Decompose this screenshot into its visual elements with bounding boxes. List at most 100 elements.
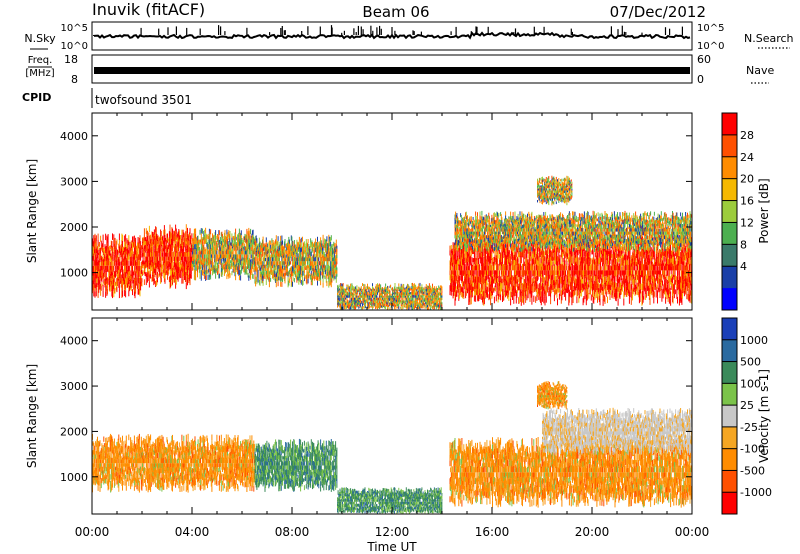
data-cell (225, 250, 227, 255)
data-cell (266, 254, 268, 259)
data-cell (312, 257, 314, 262)
data-cell (369, 305, 371, 308)
data-cell (92, 280, 94, 286)
data-cell (318, 253, 320, 258)
data-cell (342, 292, 343, 295)
data-cell (421, 305, 423, 309)
data-cell (281, 245, 283, 251)
data-cell (388, 297, 390, 300)
data-cell (423, 304, 425, 307)
data-cell (383, 295, 385, 298)
data-cell (330, 276, 332, 282)
data-cell (373, 292, 375, 294)
data-cell (178, 251, 180, 257)
data-cell (130, 275, 132, 281)
data-cell (222, 265, 224, 269)
data-cell (280, 261, 282, 267)
data-cell (98, 271, 100, 277)
data-cell (260, 245, 262, 249)
data-cell (338, 286, 340, 289)
data-cell (388, 305, 390, 307)
data-cell (137, 270, 138, 275)
data-cell (196, 257, 198, 262)
data-cell (340, 303, 342, 307)
data-cell (161, 272, 163, 277)
data-cell (110, 261, 112, 266)
data-cell (98, 244, 100, 250)
data-cell (347, 302, 349, 306)
data-cell (373, 289, 375, 291)
data-cell (152, 271, 153, 277)
data-cell (308, 257, 310, 262)
data-cell (308, 247, 310, 251)
data-cell (218, 254, 220, 260)
data-cell (310, 280, 312, 286)
data-cell (96, 261, 98, 266)
data-cell (441, 286, 443, 289)
data-cell (275, 261, 277, 267)
data-cell (285, 258, 287, 262)
data-cell (263, 255, 265, 259)
data-cell (168, 249, 170, 254)
data-cell (158, 237, 160, 242)
data-cell (410, 292, 412, 294)
data-cell (155, 262, 157, 269)
data-cell (107, 242, 108, 249)
data-cell (173, 234, 175, 239)
data-cell (261, 278, 263, 284)
data-cell (395, 296, 397, 298)
data-cell (199, 239, 201, 245)
data-cell (426, 295, 428, 298)
data-cell (332, 254, 333, 258)
data-cell (379, 293, 381, 296)
data-cell (205, 254, 207, 260)
data-cell (268, 245, 270, 251)
data-cell (406, 297, 408, 301)
data-cell (168, 242, 170, 246)
data-cell (325, 252, 327, 257)
data-cell (177, 242, 178, 248)
data-cell (355, 299, 357, 302)
data-cell (116, 255, 118, 261)
data-cell (193, 259, 195, 265)
data-cell (108, 260, 110, 266)
data-cell (210, 244, 212, 248)
data-cell (235, 263, 237, 267)
data-cell (403, 293, 405, 296)
data-cell (410, 293, 412, 296)
data-cell (313, 241, 315, 246)
data-cell (147, 261, 148, 267)
data-cell (346, 297, 348, 301)
data-cell (330, 275, 332, 281)
data-cell (217, 264, 219, 269)
data-cell (152, 276, 153, 282)
data-cell (395, 292, 397, 295)
data-cell (188, 240, 190, 246)
data-cell (154, 273, 156, 278)
data-cell (302, 275, 303, 281)
data-cell (160, 236, 162, 242)
data-cell (318, 273, 320, 278)
data-cell (401, 300, 403, 303)
data-cell (190, 252, 192, 257)
data-cell (202, 250, 204, 255)
data-cell (283, 241, 285, 246)
data-cell (368, 297, 370, 300)
data-cell (364, 295, 366, 298)
data-cell (242, 266, 243, 270)
data-cell (370, 291, 372, 294)
data-cell (225, 265, 227, 270)
data-cell (345, 301, 347, 303)
data-cell (214, 240, 216, 246)
data-cell (153, 239, 155, 246)
data-cell (347, 295, 348, 298)
data-cell (308, 249, 310, 253)
data-cell (318, 261, 320, 266)
data-cell (170, 233, 172, 238)
data-cell (385, 294, 387, 296)
data-cell (423, 292, 425, 294)
data-cell (375, 297, 377, 300)
data-cell (175, 243, 177, 251)
data-cell (403, 284, 405, 287)
data-cell (284, 261, 286, 266)
